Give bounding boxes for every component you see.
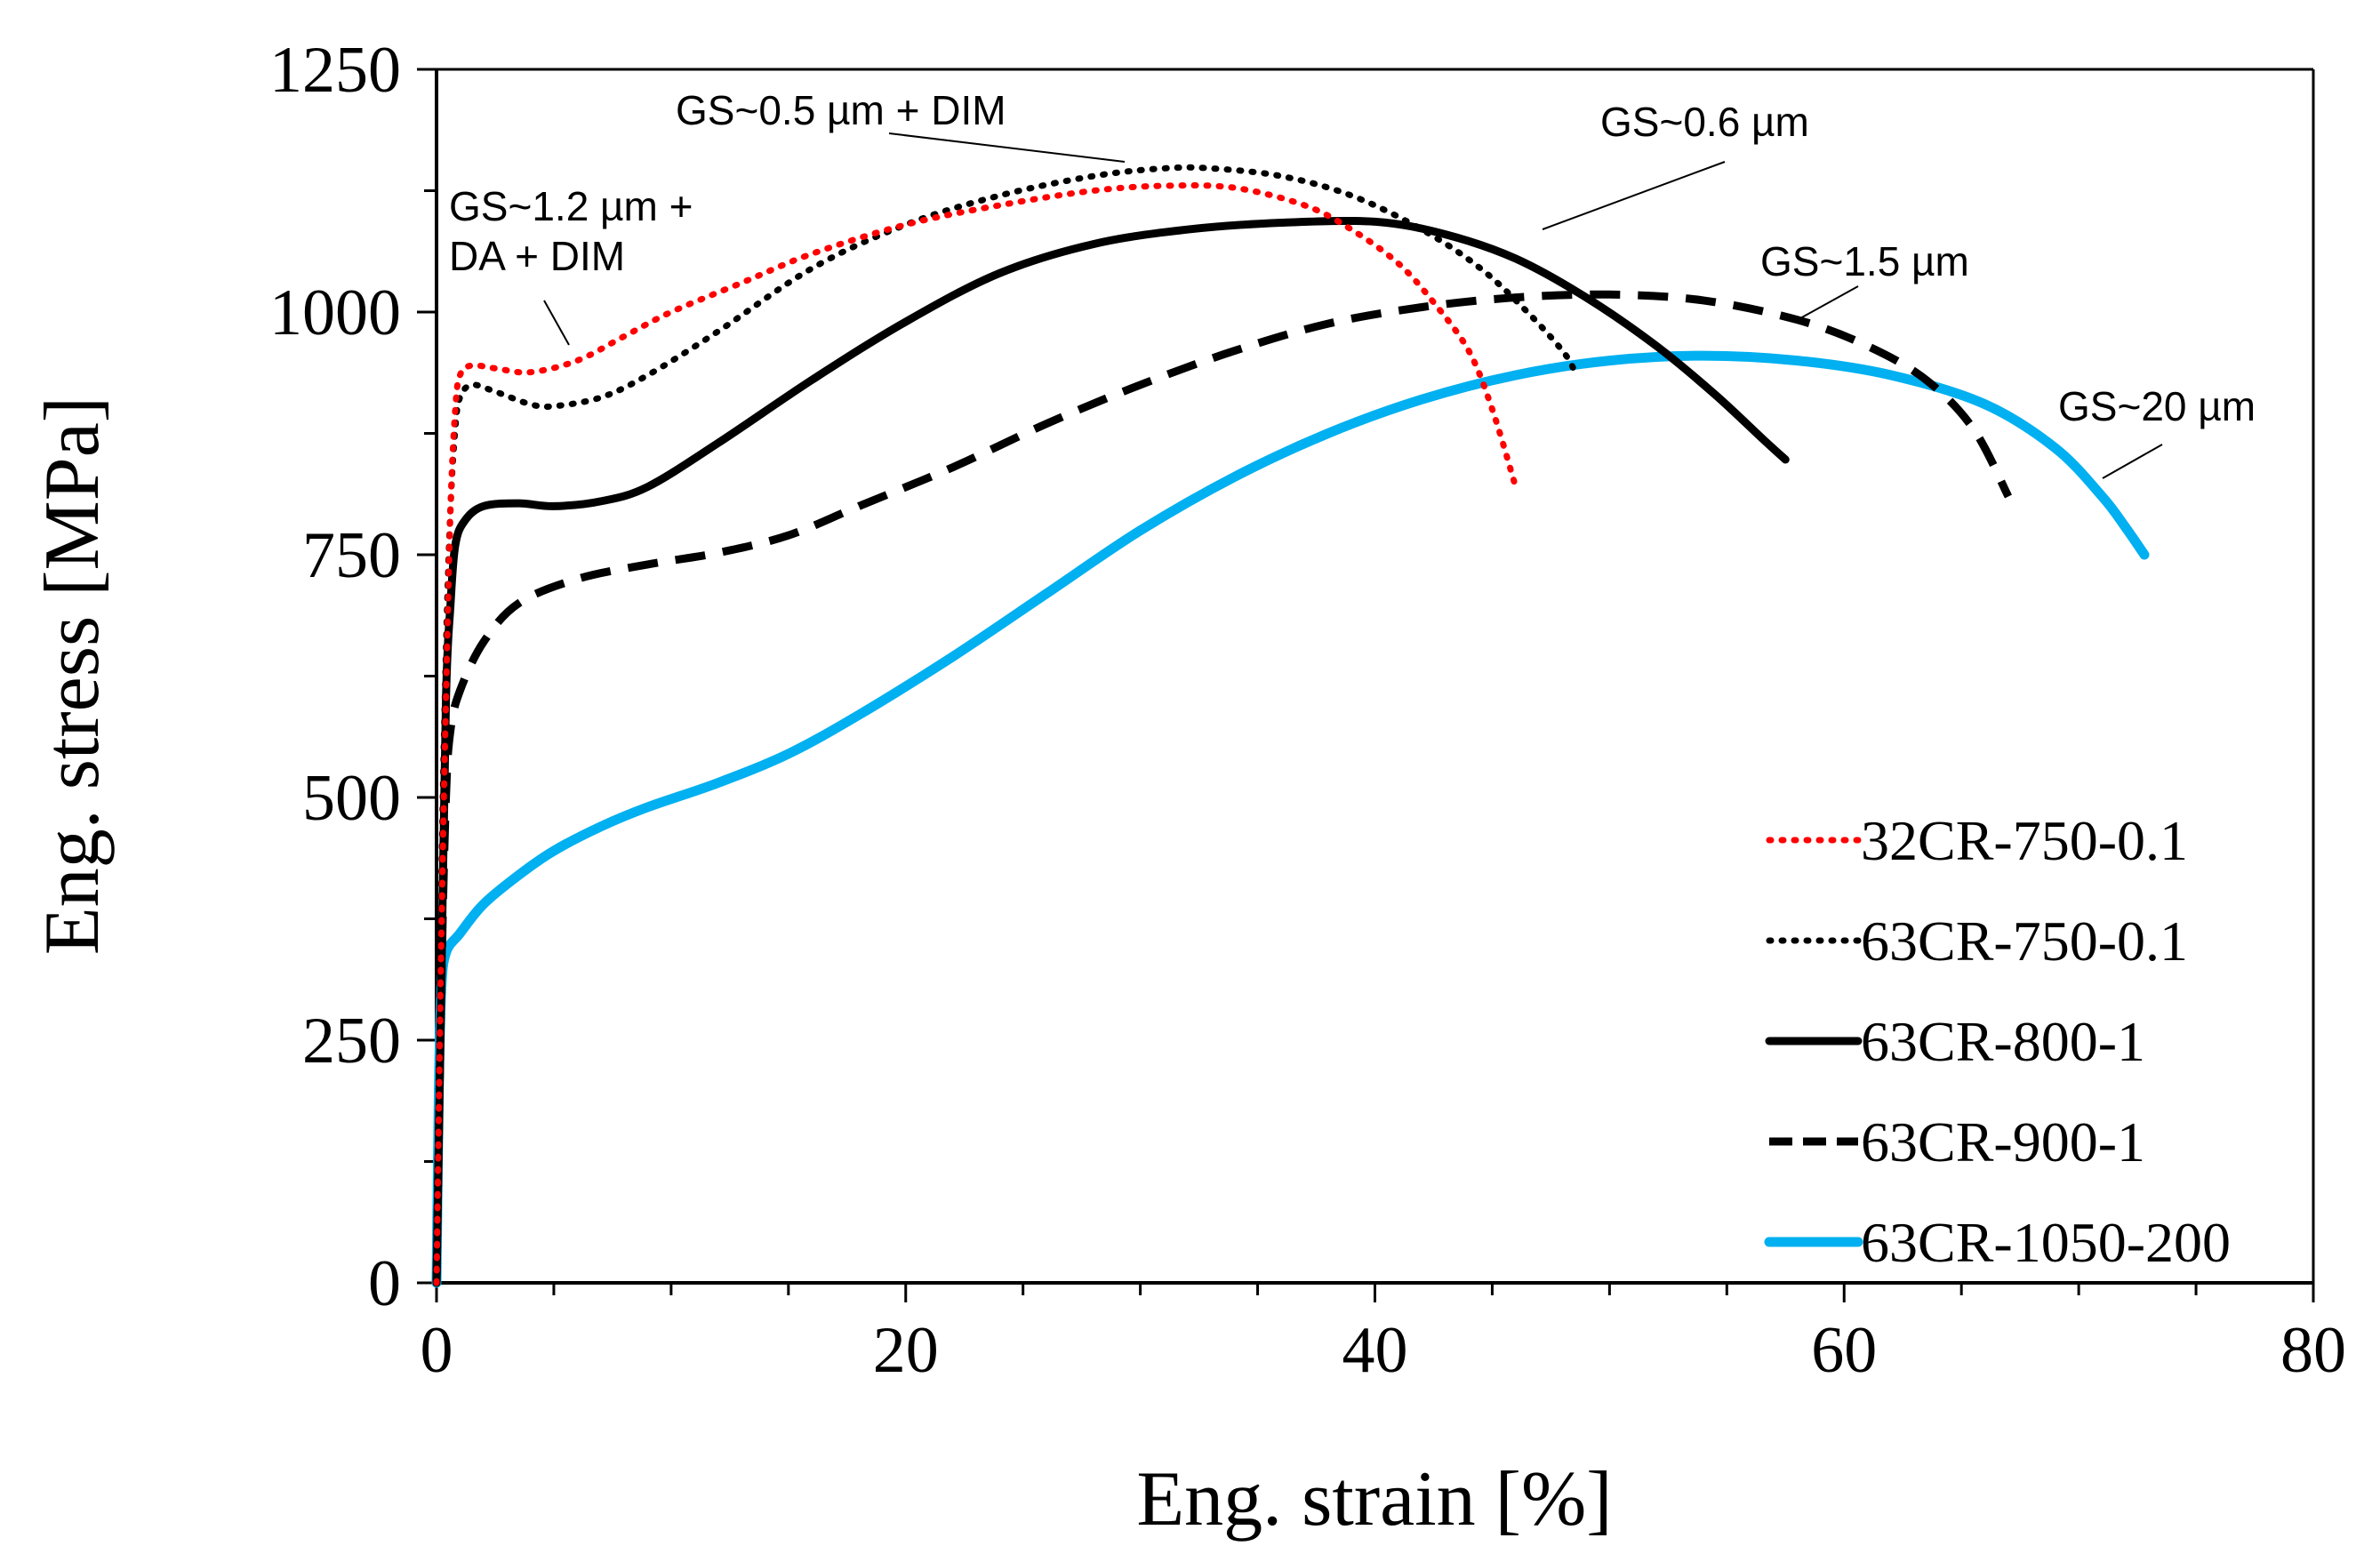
x-tick-label: 20 bbox=[873, 1314, 939, 1387]
series-layer bbox=[431, 164, 2150, 1288]
annotation-leader-line bbox=[543, 300, 570, 346]
annotation-label: GS~0.6 µm bbox=[1600, 99, 1809, 145]
x-axis-title: Eng. strain [%] bbox=[1136, 1456, 1612, 1542]
y-tick-label: 1000 bbox=[269, 276, 401, 349]
tick-labels: 0 20 40 60 80 0 250 500 750 1000 1250 bbox=[269, 34, 2346, 1387]
annotation-line: GS~0.6 µm bbox=[1600, 99, 1809, 145]
annotations: GS~1.2 µm + DA + DIM GS~0.5 µm + DIM GS~0.6… bbox=[449, 87, 2256, 479]
annotation-leader-line bbox=[2102, 444, 2163, 479]
y-tick-label: 1250 bbox=[269, 34, 401, 107]
y-axis-title: Eng. stress [MPa] bbox=[29, 397, 116, 955]
y-tick-label: 0 bbox=[368, 1247, 401, 1320]
series-line-63CR-900-1 bbox=[432, 290, 2013, 1284]
annotation-line: GS~20 µm bbox=[2058, 383, 2256, 429]
annotation-label: GS~1.2 µm + DA + DIM bbox=[449, 183, 693, 279]
legend-label: 63CR-1050-200 bbox=[1861, 1211, 2231, 1274]
x-tick-label: 80 bbox=[2280, 1314, 2346, 1387]
series-line-63CR-800-1 bbox=[432, 216, 1790, 1287]
legend-label: 63CR-800-1 bbox=[1861, 1010, 2145, 1073]
annotation-leader-line bbox=[1799, 285, 1859, 319]
annotation-leader-line bbox=[888, 132, 1126, 163]
annotation-line: GS~0.5 µm + DIM bbox=[676, 87, 1006, 133]
series-line-32CR-750-0.1 bbox=[433, 182, 1519, 1286]
annotation-line: GS~1.2 µm + bbox=[449, 183, 693, 229]
x-tick-label: 60 bbox=[1811, 1314, 1877, 1387]
legend-label: 63CR-900-1 bbox=[1861, 1110, 2145, 1174]
annotation-leader-line bbox=[1542, 161, 1726, 230]
legend-label: 63CR-750-0.1 bbox=[1861, 909, 2188, 973]
legend: 32CR-750-0.1 63CR-750-0.1 63CR-800-1 63CR-9… bbox=[1764, 809, 2231, 1274]
series-line-63CR-1050-200 bbox=[431, 350, 2150, 1288]
annotation-label: GS~20 µm bbox=[2058, 383, 2256, 429]
annotation-label: GS~0.5 µm + DIM bbox=[676, 87, 1006, 133]
x-tick-label: 40 bbox=[1342, 1314, 1408, 1387]
y-tick-label: 500 bbox=[302, 762, 401, 835]
annotation-label: GS~1.5 µm bbox=[1760, 238, 1969, 284]
y-tick-label: 250 bbox=[302, 1005, 401, 1077]
x-tick-label: 0 bbox=[421, 1314, 453, 1387]
annotation-line: DA + DIM bbox=[449, 233, 625, 279]
plot-frame bbox=[435, 68, 2315, 1285]
legend-label: 32CR-750-0.1 bbox=[1861, 809, 2188, 872]
annotation-line: GS~1.5 µm bbox=[1760, 238, 1969, 284]
y-tick-label: 750 bbox=[302, 519, 401, 592]
series-line-63CR-750-0.1 bbox=[433, 164, 1578, 1286]
